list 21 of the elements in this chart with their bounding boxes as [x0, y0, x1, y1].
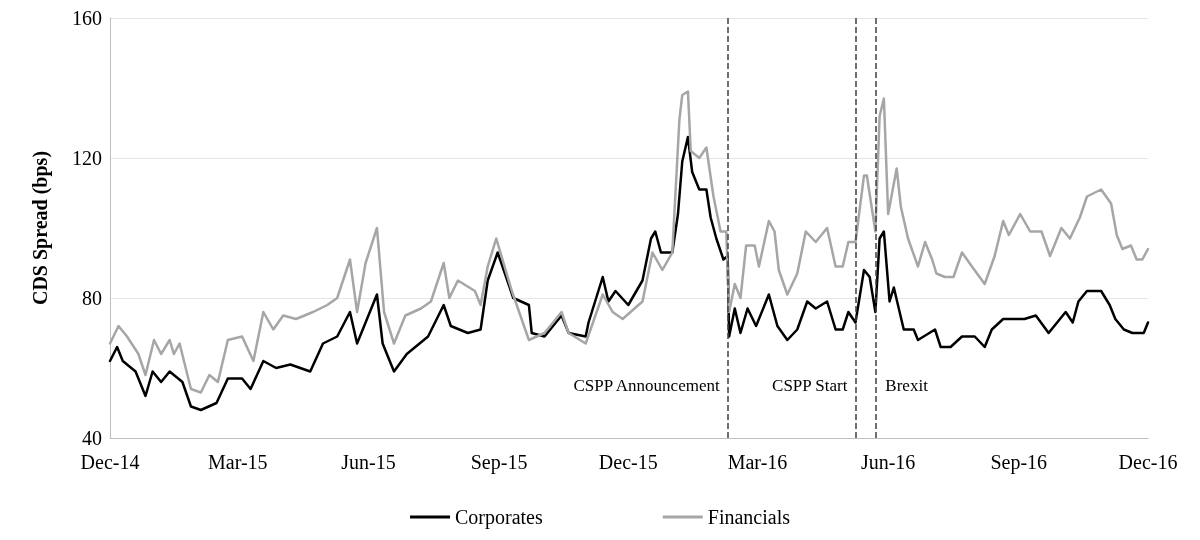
legend-label: Financials [707, 506, 791, 528]
x-tick-label: Dec-16 [1118, 451, 1178, 473]
y-axis-title: CDS Spread (bps) [29, 150, 52, 306]
line-series [108, 135, 1150, 412]
x-tick-label: Jun-16 [860, 451, 916, 473]
y-tick-label: 80 [82, 287, 102, 309]
x-tick-label: Jun-15 [341, 451, 396, 473]
y-tick-label: 160 [72, 7, 102, 29]
x-tick-label: Sep-15 [470, 451, 528, 474]
x-tick-label: Mar-16 [727, 451, 788, 473]
ref-line-label: CSPP Announcement [573, 375, 720, 395]
x-tick-label: Mar-15 [208, 451, 268, 473]
ref-line-label: Brexit [885, 375, 929, 395]
y-tick-label: 120 [72, 147, 102, 169]
x-tick-label: Dec-15 [598, 451, 658, 473]
legend-label: Corporates [455, 506, 543, 529]
line-series [108, 90, 1150, 394]
ref-line-label: CSPP Start [772, 375, 848, 395]
x-tick-label: Sep-16 [990, 451, 1048, 474]
x-tick-label: Dec-14 [80, 451, 140, 473]
y-tick-label: 40 [82, 427, 102, 449]
